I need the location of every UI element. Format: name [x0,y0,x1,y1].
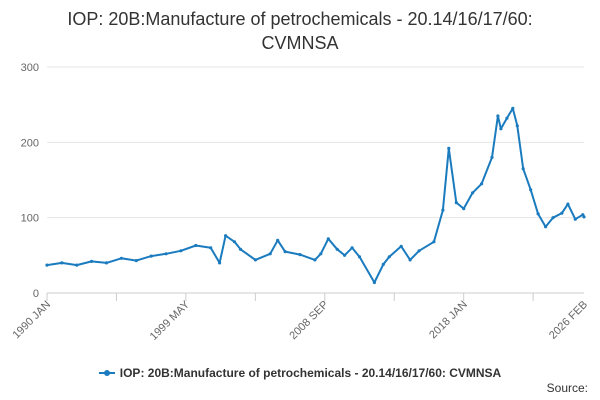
y-tick-label: 300 [21,62,39,74]
data-point[interactable] [164,252,168,256]
data-point[interactable] [149,254,153,258]
data-point[interactable] [499,127,503,131]
data-point[interactable] [582,215,586,219]
source-label: Source: [546,381,588,395]
chart-title: IOP: 20B:Manufacture of petrochemicals -… [67,9,533,53]
data-point[interactable] [511,106,515,110]
data-point[interactable] [119,256,123,260]
data-point[interactable] [209,246,213,250]
data-point[interactable] [387,255,391,259]
data-point[interactable] [319,252,323,256]
data-point[interactable] [104,261,109,265]
data-point[interactable] [179,249,183,253]
data-point[interactable] [462,207,466,211]
data-point[interactable] [268,252,272,256]
data-point[interactable] [357,255,362,259]
x-tick-label: 2018 JAN [427,299,470,342]
x-tick-label: 2026 FEB [547,299,590,342]
data-point[interactable] [529,188,533,192]
x-tick-label: 1990 JAN [10,299,53,342]
data-point[interactable] [343,253,347,257]
x-tick-label: 2008 SEP [287,299,331,343]
data-point[interactable] [381,262,385,266]
data-point[interactable] [551,216,555,220]
legend-label: IOP: 20B:Manufacture of petrochemicals -… [119,366,502,380]
legend-marker [98,368,115,378]
data-point[interactable] [253,258,257,262]
data-point[interactable] [313,258,317,262]
data-point[interactable] [399,244,403,248]
data-point[interactable] [521,167,525,171]
y-tick-label: 0 [33,288,39,300]
data-point[interactable] [515,124,519,128]
data-point[interactable] [326,237,330,241]
data-point[interactable] [566,202,570,206]
data-point[interactable] [441,208,445,212]
data-point[interactable] [283,250,287,254]
plot-area [45,106,586,285]
data-point[interactable] [75,263,79,267]
x-axis: 1990 JAN 1999 MAY 2008 SEP 2018 JAN 2026 FEB [10,293,590,343]
data-point[interactable] [471,191,475,195]
data-point[interactable] [350,246,354,250]
data-point[interactable] [417,249,421,253]
data-point[interactable] [480,182,484,186]
data-point[interactable] [560,211,564,215]
data-point[interactable] [408,258,412,262]
data-point[interactable] [536,212,540,216]
data-point[interactable] [90,259,94,263]
data-point[interactable] [432,240,436,244]
data-point[interactable] [505,116,509,120]
y-axis: 0 100 200 300 [21,62,39,300]
data-point[interactable] [60,261,64,265]
data-point[interactable] [490,155,494,159]
data-point[interactable] [224,234,228,238]
series-line[interactable] [46,107,585,284]
data-point[interactable] [335,247,339,251]
data-point[interactable] [544,225,548,229]
data-point[interactable] [496,114,500,118]
data-point[interactable] [232,240,237,244]
data-point[interactable] [454,201,458,205]
data-point[interactable] [298,253,302,257]
data-point[interactable] [218,261,222,265]
data-point[interactable] [573,217,577,221]
data-point[interactable] [238,247,243,251]
y-tick-label: 100 [21,213,39,225]
data-point[interactable] [447,146,451,150]
data-point[interactable] [276,238,280,242]
data-point[interactable] [45,263,49,267]
y-tick-label: 200 [21,137,39,149]
data-point[interactable] [134,259,138,263]
data-point[interactable] [194,243,198,248]
data-point[interactable] [372,280,376,285]
x-tick-label: 1999 MAY [148,298,193,343]
legend[interactable]: IOP: 20B:Manufacture of petrochemicals -… [0,364,600,382]
